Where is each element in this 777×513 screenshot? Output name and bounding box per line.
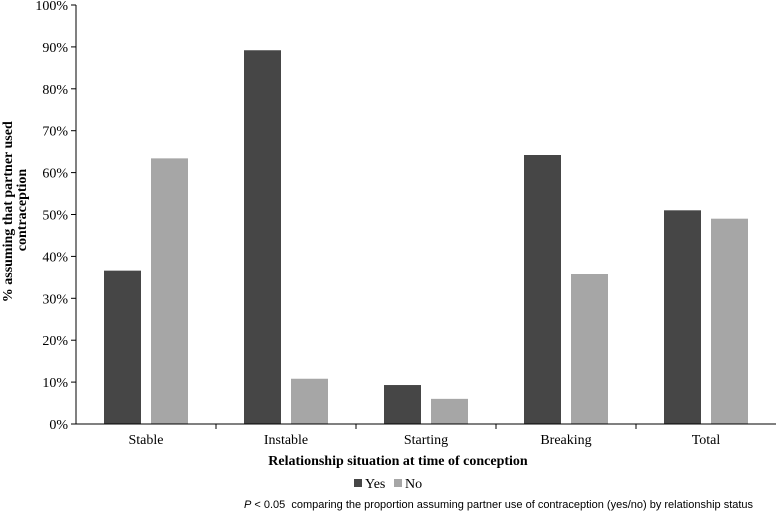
bar-instable-no: [291, 378, 328, 424]
y-tick-label: 70%: [42, 125, 68, 140]
footnote-text: < 0.05 comparing the proportion assuming…: [251, 499, 753, 511]
legend-label-yes: Yes: [365, 477, 385, 492]
bar-total-yes: [664, 210, 701, 424]
y-tick-label: 0%: [49, 418, 68, 433]
bar-total-no: [711, 218, 748, 424]
bar-stable-no: [151, 158, 188, 424]
y-axis-label-line1: % assuming that partner used: [1, 121, 16, 302]
x-tick-label: Starting: [404, 433, 448, 448]
bar-breaking-no: [571, 273, 608, 424]
y-tick-label: 20%: [42, 334, 68, 349]
legend-swatch-no: [394, 479, 402, 487]
legend-swatch-yes: [354, 479, 362, 487]
y-tick-label: 90%: [42, 41, 68, 56]
bar-starting-no: [431, 398, 468, 424]
x-tick-label: Stable: [129, 433, 164, 448]
y-tick-label: 40%: [42, 250, 68, 265]
x-tick-label: Breaking: [540, 433, 591, 448]
y-tick-label: 100%: [35, 0, 68, 14]
y-tick-label: 30%: [42, 292, 68, 307]
bar-starting-yes: [384, 385, 421, 424]
footnote: P < 0.05 comparing the proportion assumi…: [244, 499, 754, 511]
bar-instable-yes: [244, 50, 281, 424]
x-axis-ticks: Stable Instable Starting Breaking Total: [129, 424, 721, 448]
x-tick-label: Instable: [264, 433, 308, 448]
footnote-p: P: [244, 499, 252, 511]
bar-breaking-yes: [524, 155, 561, 424]
x-tick-label: Total: [692, 433, 721, 448]
y-axis-label: % assuming that partner used contracepti…: [1, 118, 30, 303]
legend-label-no: No: [405, 477, 422, 492]
y-tick-label: 10%: [42, 376, 68, 391]
x-axis-label: Relationship situation at time of concep…: [268, 454, 528, 469]
y-tick-label: 60%: [42, 167, 68, 182]
legend: Yes No: [354, 477, 422, 492]
bars: [104, 50, 748, 424]
y-axis-ticks: 0% 10% 20% 30% 40% 50% 60% 70% 80% 90% 100%: [35, 0, 76, 433]
y-tick-label: 80%: [42, 83, 68, 98]
y-tick-label: 50%: [42, 209, 68, 224]
bar-stable-yes: [104, 270, 141, 424]
y-axis-label-line2: contraception: [15, 169, 30, 252]
